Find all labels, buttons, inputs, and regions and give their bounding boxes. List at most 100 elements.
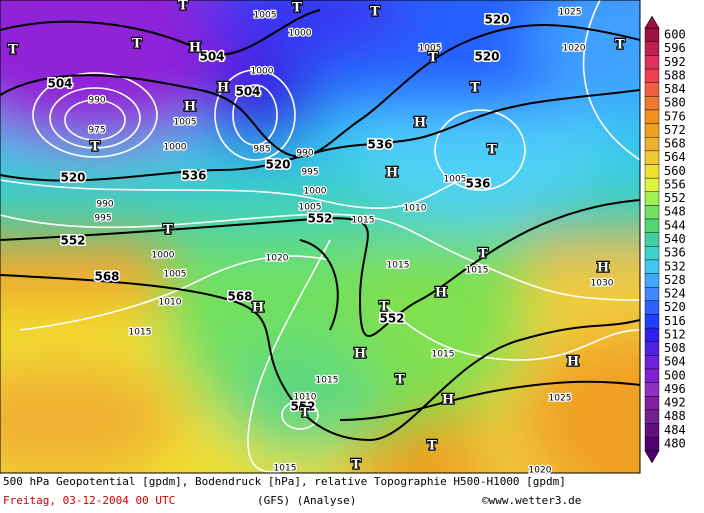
pressure-system: H (567, 355, 579, 370)
isobar-label: 1010 (404, 204, 427, 214)
isobar-label: 1025 (549, 394, 572, 404)
isobar-label: 1015 (387, 261, 410, 271)
isobar-label: 1020 (266, 254, 289, 264)
contour-label: 520 (60, 171, 85, 185)
pressure-system: H (597, 261, 609, 276)
isobar-label: 1005 (254, 11, 277, 21)
scale-swatch (644, 137, 660, 152)
scale-label: 532 (664, 259, 686, 273)
pressure-system: T (300, 406, 310, 421)
scale-swatch (644, 191, 660, 206)
scale-swatch (644, 55, 660, 70)
scale-label: 548 (664, 205, 686, 219)
scale-swatch (644, 41, 660, 56)
scale-label: 536 (664, 246, 686, 260)
pressure-system: T (478, 247, 488, 262)
scale-label: 572 (664, 123, 686, 137)
contour-label: 568 (227, 290, 252, 304)
scale-label: 500 (664, 368, 686, 382)
scale-swatch (644, 409, 660, 424)
isobar-label: 1010 (294, 393, 317, 403)
isobar-label: 1015 (129, 328, 152, 338)
pressure-system: H (252, 301, 264, 316)
pressure-system: T (370, 5, 380, 20)
isobars (0, 0, 640, 473)
pressure-system: T (379, 300, 389, 315)
scale-label: 528 (664, 273, 686, 287)
isobar-label: 1005 (299, 203, 322, 213)
pressure-system: T (90, 140, 100, 155)
contour-label: 552 (60, 234, 85, 248)
contour-label: 520 (474, 50, 499, 64)
scale-label: 520 (664, 300, 686, 314)
isobar-label: 990 (296, 149, 313, 159)
pressure-system: H (442, 393, 454, 408)
contour-label: 552 (379, 312, 404, 326)
scale-swatch (644, 341, 660, 356)
isobar-label: 1000 (304, 187, 327, 197)
scale-swatch (644, 273, 660, 288)
scale-swatch (644, 436, 660, 452)
contour-label: 536 (367, 138, 392, 152)
scale-label: 484 (664, 423, 686, 437)
isobar-label: 1000 (251, 67, 274, 77)
scale-label: 576 (664, 109, 686, 123)
scale-swatch (644, 368, 660, 383)
scale-swatch (644, 218, 660, 233)
isobar-label: 1015 (274, 464, 297, 474)
pressure-system: T (351, 458, 361, 473)
isobar-label: 1000 (164, 143, 187, 153)
pressure-system: T (428, 51, 438, 66)
isobar-label: 1015 (466, 266, 489, 276)
scale-swatch (644, 287, 660, 302)
scale-label: 512 (664, 327, 686, 341)
pressure-system: T (427, 439, 437, 454)
pressure-system: H (184, 100, 196, 115)
pressure-system: T (395, 373, 405, 388)
scale-swatch (644, 314, 660, 329)
scale-swatch (644, 164, 660, 179)
contour-label: 504 (235, 85, 260, 99)
isobar-label: 1000 (289, 29, 312, 39)
scale-label: 552 (664, 191, 686, 205)
isobar-label: 1015 (352, 216, 375, 226)
scale-label: 564 (664, 150, 686, 164)
pressure-system: H (354, 347, 366, 362)
scale-label: 496 (664, 382, 686, 396)
scale-label: 560 (664, 164, 686, 178)
pressure-system: H (414, 116, 426, 131)
scale-swatch (644, 27, 660, 43)
pressure-system: H (435, 286, 447, 301)
pressure-system: T (163, 223, 173, 238)
caption-date: Freitag, 03-12-2004 00 UTC (3, 494, 175, 507)
color-scale: 6005965925885845805765725685645605565525… (644, 15, 686, 464)
isobar-label: 1020 (563, 44, 586, 54)
isobar-label: 1025 (559, 8, 582, 18)
scale-label: 540 (664, 232, 686, 246)
isobar-label: 1005 (164, 270, 187, 280)
pressure-system: T (470, 81, 480, 96)
scale-label: 584 (664, 82, 686, 96)
scale-label: 596 (664, 41, 686, 55)
scale-arrow-bottom (644, 450, 660, 464)
caption-line: 500 hPa Geopotential [gpdm], Bodendruck … (3, 475, 566, 488)
scale-swatch (644, 396, 660, 411)
scale-label: 492 (664, 396, 686, 410)
contour-label: 504 (199, 50, 224, 64)
scale-swatch (644, 259, 660, 274)
scale-swatch (644, 327, 660, 342)
isobar-label: 1005 (444, 175, 467, 185)
pressure-system: T (292, 1, 302, 16)
scale-swatch (644, 82, 660, 97)
isobar-label: 1000 (152, 251, 175, 261)
scale-label: 508 (664, 341, 686, 355)
scale-label: 488 (664, 409, 686, 423)
contour-label: 520 (265, 158, 290, 172)
caption-model: (GFS) (Analyse) (257, 494, 356, 507)
pressure-system: T (615, 38, 625, 53)
scale-swatch (644, 123, 660, 138)
contour-label: 536 (181, 169, 206, 183)
scale-arrow-top (644, 15, 660, 29)
pressure-system: T (132, 37, 142, 52)
